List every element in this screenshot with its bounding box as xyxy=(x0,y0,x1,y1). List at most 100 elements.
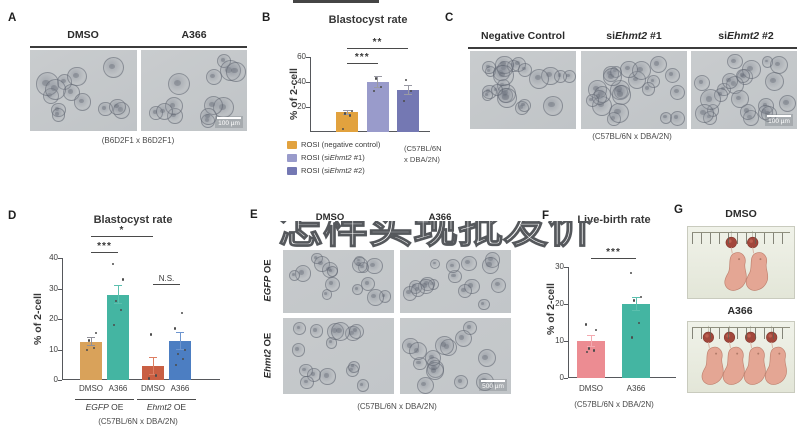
embryo xyxy=(461,255,477,272)
y-tick-label: 0 xyxy=(53,375,58,384)
embryo xyxy=(347,360,361,374)
data-point xyxy=(372,89,375,93)
y-tick-label: 30 xyxy=(555,262,564,271)
scale-bar-text: 100 µm xyxy=(218,119,240,127)
error-bar xyxy=(590,335,592,347)
embryo-texture xyxy=(335,328,342,334)
chart-title: Blastocyst rate xyxy=(93,214,173,226)
data-point xyxy=(585,323,588,326)
panel-b-label: B xyxy=(262,12,271,24)
embryo xyxy=(416,376,434,394)
embryo-texture xyxy=(774,61,781,67)
x-tick-label: DMSO xyxy=(579,384,603,393)
embryo-texture xyxy=(764,59,769,63)
embryo xyxy=(586,93,600,107)
y-tick-mark xyxy=(306,107,310,109)
embryo-texture xyxy=(783,100,789,105)
panel-c-header-siehmt2-1: siEhmt2 #1 xyxy=(606,30,662,42)
embryo-texture xyxy=(747,65,754,71)
live-birth-rate-chart: Live-birth rate 0 10 20 30 % of 2-cell DMSO A36… xyxy=(540,200,692,416)
embryo xyxy=(778,94,797,113)
embryo xyxy=(155,103,173,121)
panel-e-row-ehmt2-oe: Ehmt2 OE xyxy=(262,332,274,379)
y-tick-mark xyxy=(306,57,310,59)
bar xyxy=(577,341,605,378)
embryo xyxy=(103,56,125,78)
embryo-texture xyxy=(466,325,472,329)
error-bar-cap xyxy=(343,109,351,111)
embryo xyxy=(649,56,667,74)
embryo xyxy=(454,375,469,390)
panel-e-row-egfp-oe: EGFP OE xyxy=(262,259,274,302)
legend-item-label: ROSI (negative control) xyxy=(301,140,381,149)
embryo-texture xyxy=(485,64,490,69)
legend-item-label: ROSI (siEhmt2 #2) xyxy=(301,166,365,175)
embryo-texture xyxy=(548,101,555,108)
data-point xyxy=(586,351,589,354)
error-bar-cap xyxy=(587,345,595,347)
embryo xyxy=(490,83,503,97)
embryo xyxy=(611,85,632,105)
data-point xyxy=(86,348,89,351)
embryo xyxy=(477,349,496,368)
embryo xyxy=(109,99,126,116)
y-tick-mark xyxy=(564,341,568,343)
embryo xyxy=(44,78,66,100)
embryo-texture xyxy=(465,260,471,265)
panel-e-header-a366: A366 xyxy=(428,212,452,223)
embryo xyxy=(695,104,714,123)
significance-line xyxy=(153,284,180,286)
error-bar xyxy=(635,296,637,312)
group-label: Ehmt2 OE xyxy=(146,402,187,412)
panel-g-label: G xyxy=(674,204,683,216)
embryo xyxy=(478,298,490,311)
error-bar-cap xyxy=(373,87,382,89)
significance-label: N.S. xyxy=(158,274,175,283)
embryo-texture xyxy=(406,290,411,295)
error-bar xyxy=(179,331,181,351)
error-bar-cap xyxy=(176,349,184,351)
embryo xyxy=(641,82,656,96)
embryo-texture xyxy=(457,379,463,384)
embryo-texture xyxy=(328,340,333,344)
panel-a-header-a366: A366 xyxy=(181,29,207,41)
data-point xyxy=(631,336,634,339)
embryo-texture xyxy=(502,94,509,100)
embryo xyxy=(476,372,495,391)
embryo-texture xyxy=(359,382,364,386)
data-point xyxy=(588,347,591,350)
data-point xyxy=(379,86,382,89)
embryo-texture xyxy=(498,71,506,78)
embryo-texture xyxy=(521,66,526,71)
embryo-texture xyxy=(50,85,58,92)
embryo-texture xyxy=(204,113,210,118)
data-point xyxy=(342,127,345,131)
data-point xyxy=(640,295,643,298)
error-bar xyxy=(152,357,154,376)
panel-g-label-dmso: DMSO xyxy=(725,208,757,220)
embryo xyxy=(554,69,568,83)
embryo xyxy=(300,375,315,390)
embryo xyxy=(491,277,507,293)
embryo xyxy=(205,69,222,85)
y-tick-mark xyxy=(564,267,568,269)
scale-bar-line xyxy=(217,117,241,119)
embryo xyxy=(348,323,364,339)
embryo xyxy=(543,95,563,116)
embryo-texture xyxy=(310,372,315,376)
panel-c-label: C xyxy=(445,12,454,24)
embryo-texture xyxy=(356,262,362,267)
embryo xyxy=(454,330,472,348)
embryo-texture xyxy=(72,73,79,79)
panel-a-micrograph-a366: 100 µm xyxy=(141,50,247,131)
y-tick-label: 60 xyxy=(297,52,306,61)
x-tick-label: A366 xyxy=(626,384,646,393)
data-point xyxy=(150,333,153,336)
embryo-texture xyxy=(174,80,182,87)
group-underline xyxy=(137,399,196,401)
embryo xyxy=(529,68,550,89)
embryo-texture xyxy=(459,335,465,341)
embryo-texture xyxy=(60,79,66,84)
x-tick-label: DMSO xyxy=(79,384,103,393)
data-point xyxy=(351,109,354,113)
